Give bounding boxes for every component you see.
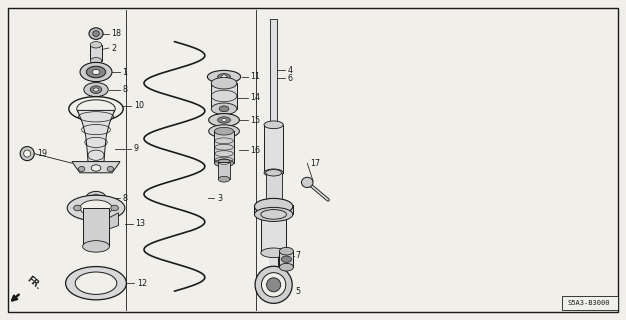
Ellipse shape	[267, 278, 280, 292]
Bar	[269, 253, 279, 266]
Ellipse shape	[264, 121, 283, 129]
Ellipse shape	[111, 205, 118, 211]
Polygon shape	[78, 110, 115, 162]
Ellipse shape	[90, 58, 102, 64]
Bar	[264, 125, 283, 173]
Ellipse shape	[222, 75, 227, 79]
Ellipse shape	[66, 267, 126, 300]
Bar	[265, 173, 282, 205]
Text: FR.: FR.	[24, 274, 43, 291]
Ellipse shape	[20, 147, 34, 161]
Ellipse shape	[218, 176, 230, 182]
Text: 13: 13	[135, 220, 145, 228]
Ellipse shape	[218, 74, 230, 80]
Ellipse shape	[208, 114, 239, 126]
Text: 17: 17	[310, 159, 320, 168]
Text: 18: 18	[111, 29, 121, 38]
Text: 2: 2	[111, 44, 116, 52]
Ellipse shape	[255, 266, 292, 303]
Text: 7: 7	[295, 252, 300, 260]
Ellipse shape	[67, 195, 125, 221]
Bar	[261, 214, 287, 253]
Text: S5A3-B3000: S5A3-B3000	[568, 300, 610, 306]
Bar	[270, 19, 277, 125]
Ellipse shape	[222, 118, 226, 122]
Bar	[211, 83, 237, 109]
Ellipse shape	[302, 177, 313, 188]
Text: 19: 19	[37, 149, 47, 158]
Ellipse shape	[94, 197, 98, 200]
Ellipse shape	[208, 125, 239, 138]
Polygon shape	[72, 162, 120, 173]
Bar	[90, 45, 102, 61]
Ellipse shape	[261, 210, 287, 219]
Ellipse shape	[84, 83, 108, 97]
Text: 11: 11	[250, 72, 260, 81]
Bar	[218, 162, 230, 179]
Text: 15: 15	[250, 116, 260, 124]
Ellipse shape	[215, 159, 233, 167]
Ellipse shape	[262, 273, 286, 297]
Bar	[254, 205, 293, 214]
Ellipse shape	[90, 86, 102, 93]
Polygon shape	[110, 213, 118, 229]
Ellipse shape	[24, 150, 31, 157]
Text: 10: 10	[134, 101, 144, 110]
Ellipse shape	[265, 202, 282, 208]
Ellipse shape	[91, 165, 101, 171]
Ellipse shape	[211, 103, 237, 115]
Ellipse shape	[211, 77, 237, 89]
Text: 6: 6	[287, 74, 292, 83]
Text: 1: 1	[123, 68, 128, 76]
Text: 12: 12	[137, 279, 147, 288]
Ellipse shape	[80, 62, 112, 82]
Text: 4: 4	[287, 66, 292, 75]
Ellipse shape	[83, 241, 110, 252]
Bar	[83, 208, 110, 246]
Bar	[279, 251, 294, 267]
Ellipse shape	[93, 31, 99, 36]
Ellipse shape	[219, 106, 229, 112]
Bar	[562, 296, 618, 310]
Ellipse shape	[261, 248, 287, 258]
Text: 5: 5	[295, 287, 300, 296]
Ellipse shape	[207, 70, 240, 83]
Ellipse shape	[91, 195, 101, 202]
Text: 9: 9	[134, 144, 139, 153]
Ellipse shape	[215, 127, 233, 135]
Text: 16: 16	[250, 146, 260, 155]
Ellipse shape	[89, 28, 103, 39]
Ellipse shape	[93, 88, 98, 91]
Ellipse shape	[75, 272, 117, 294]
Ellipse shape	[218, 117, 230, 123]
Ellipse shape	[86, 66, 106, 78]
Ellipse shape	[78, 166, 85, 172]
Ellipse shape	[77, 100, 115, 118]
Ellipse shape	[279, 247, 294, 255]
Ellipse shape	[86, 191, 106, 205]
Text: 3: 3	[217, 194, 222, 203]
Ellipse shape	[90, 42, 102, 48]
Ellipse shape	[107, 166, 113, 172]
Ellipse shape	[265, 170, 282, 176]
Ellipse shape	[254, 198, 293, 214]
Ellipse shape	[264, 169, 283, 177]
Ellipse shape	[281, 256, 292, 262]
Ellipse shape	[254, 207, 293, 221]
Bar	[215, 131, 233, 163]
Text: 14: 14	[250, 93, 260, 102]
Ellipse shape	[69, 97, 123, 121]
Text: 8: 8	[123, 85, 128, 94]
Text: 8: 8	[123, 194, 128, 203]
Ellipse shape	[279, 263, 294, 271]
Ellipse shape	[92, 69, 100, 75]
Ellipse shape	[74, 205, 81, 211]
Ellipse shape	[80, 200, 112, 216]
